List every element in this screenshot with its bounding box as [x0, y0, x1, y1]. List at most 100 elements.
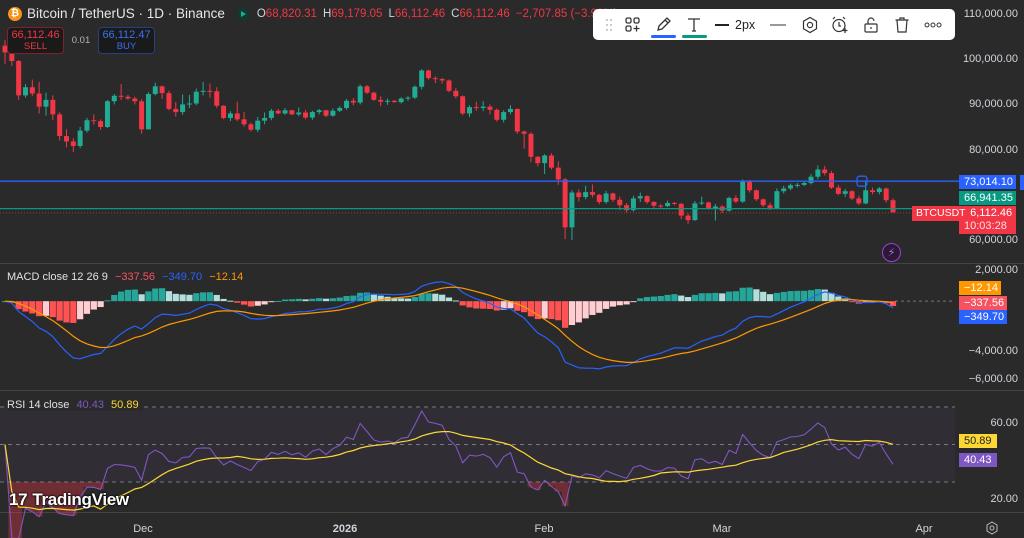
candle: [835, 187, 841, 194]
candle: [145, 94, 151, 130]
candle: [248, 124, 254, 130]
price-axis-label: 60,000.00: [969, 234, 1018, 246]
text-color-button[interactable]: [679, 11, 710, 39]
candle: [767, 205, 773, 209]
rsi-axis-label: 60.00: [990, 417, 1018, 429]
macd-axis-label: −4,000.00: [968, 345, 1018, 357]
hline-handle[interactable]: [1020, 175, 1024, 190]
candle: [350, 100, 356, 103]
candle: [678, 203, 684, 216]
candle: [180, 104, 186, 113]
candle: [2, 45, 8, 53]
line-width-icon: [715, 23, 730, 26]
candle: [316, 110, 322, 113]
candle: [446, 80, 452, 91]
pencil-icon: [657, 16, 672, 31]
candle: [385, 100, 391, 102]
candle: [788, 185, 794, 189]
symbol-legend: ₿ Bitcoin / TetherUS · 1D · Binance O68,…: [8, 6, 617, 21]
price-axis-label: 90,000.00: [969, 98, 1018, 110]
candle: [466, 107, 472, 114]
lightning-icon[interactable]: ⚡: [882, 243, 901, 262]
candle: [501, 112, 507, 120]
candle: [344, 100, 350, 109]
templates-icon: [625, 16, 640, 32]
ohlc-low: L66,112.46: [388, 7, 446, 20]
candle: [371, 92, 377, 100]
candle: [528, 133, 534, 157]
line-style-button[interactable]: [760, 11, 795, 39]
candle: [214, 91, 220, 106]
sell-button[interactable]: 66,112.46 SELL: [7, 27, 64, 54]
trade-panel: 66,112.46 SELL 0.01 66,112.47 BUY: [7, 27, 155, 54]
bitcoin-coin-icon: ₿: [8, 6, 22, 21]
candle: [132, 98, 138, 102]
ohlc-close: C66,112.46: [451, 7, 510, 20]
candle: [207, 90, 213, 92]
settings-button[interactable]: [795, 11, 824, 39]
rsi-line: [4, 409, 894, 538]
time-axis-label: Feb: [534, 523, 554, 535]
candle: [610, 193, 616, 200]
macd-legend[interactable]: MACD close 12 26 9 −337.56 −349.70 −12.1…: [7, 271, 244, 283]
candle: [460, 96, 466, 114]
price-axis-label: 100,000.00: [962, 53, 1018, 65]
candle: [330, 110, 336, 116]
candle: [876, 188, 882, 193]
rsi-tag: 40.43: [959, 453, 997, 467]
candle: [98, 121, 104, 127]
candle: [822, 169, 828, 174]
candle: [9, 52, 15, 62]
candle: [111, 95, 117, 102]
candle: [624, 205, 630, 211]
chart-settings-icon[interactable]: [985, 521, 999, 538]
buy-button[interactable]: 66,112.47 BUY: [98, 27, 155, 54]
candle: [309, 112, 315, 118]
lock-button[interactable]: [856, 11, 887, 39]
candle: [548, 155, 554, 168]
price-change: −2,707.85 (−3.93%): [515, 7, 618, 20]
delete-button[interactable]: [887, 11, 918, 39]
trash-icon: [895, 16, 909, 33]
candle: [234, 113, 240, 120]
macd-hist-tag: −337.56: [959, 296, 1007, 310]
symbol-title[interactable]: Bitcoin / TetherUS · 1D · Binance: [27, 6, 225, 21]
candle: [774, 191, 780, 209]
candle: [84, 120, 90, 131]
candle: [296, 112, 302, 115]
tradingview-logo[interactable]: 17 TradingView: [9, 490, 129, 509]
candle: [357, 86, 363, 103]
candle: [651, 202, 657, 206]
candle: [453, 90, 459, 97]
candle: [221, 105, 227, 118]
candle: [77, 130, 83, 146]
candle: [603, 193, 609, 203]
rsi-legend[interactable]: RSI 14 close 40.43 50.89: [7, 399, 143, 411]
macd-line: [4, 281, 894, 370]
line-width-button[interactable]: 2px: [710, 11, 761, 39]
price-axis-label: 110,000.00: [963, 8, 1018, 20]
add-alert-button[interactable]: [825, 11, 856, 39]
candle: [282, 110, 288, 114]
candle: [186, 103, 192, 105]
candle: [173, 108, 179, 113]
candle: [733, 197, 739, 202]
line-color-button[interactable]: [648, 11, 679, 39]
line-color-swatch: [650, 34, 676, 38]
candle: [740, 181, 746, 202]
more-button[interactable]: [918, 11, 949, 39]
drag-handle-icon[interactable]: [599, 11, 618, 39]
line-style-icon: [769, 24, 786, 25]
price-pane: [0, 40, 959, 240]
candle: [63, 136, 69, 142]
candle: [364, 86, 370, 93]
candle: [842, 191, 848, 194]
symbol-price-label: BTCUSDT: [912, 206, 970, 221]
candle: [391, 100, 397, 103]
add-template-button[interactable]: [618, 11, 647, 39]
macd-axis-label: 2,000.00: [975, 264, 1018, 276]
candle: [262, 117, 268, 121]
rsi-axis-label: 20.00: [990, 493, 1018, 505]
candle: [617, 199, 623, 206]
